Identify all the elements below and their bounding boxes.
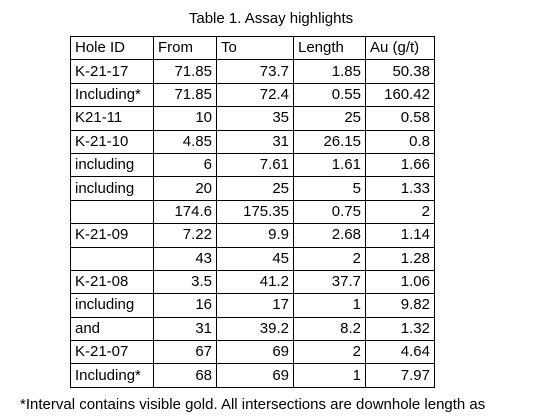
table-row: including 16 17 1 9.82 [70, 293, 435, 318]
to-cell: 31 [216, 129, 294, 154]
table-row: and 31 39.2 8.2 1.32 [70, 316, 435, 342]
hole-id-cell: including [70, 293, 154, 318]
header-hole-id: Hole ID [70, 35, 154, 61]
table-row: 43 45 2 1.28 [70, 246, 435, 271]
to-cell: 41.2 [216, 269, 294, 295]
footnote: *Interval contains visible gold. All int… [20, 396, 486, 413]
au-cell: 9.82 [365, 293, 435, 318]
to-cell: 7.61 [216, 152, 294, 178]
to-cell: 72.4 [216, 82, 294, 108]
hole-id-cell: Including* [70, 363, 154, 388]
length-cell: 25 [293, 106, 366, 131]
au-cell: 1.28 [365, 246, 435, 271]
au-cell: 1.66 [365, 152, 435, 178]
to-cell: 9.9 [216, 223, 294, 248]
header-length: Length [293, 35, 366, 61]
table-row: K-21-07 67 69 2 4.64 [70, 340, 435, 365]
au-cell: 1.33 [365, 176, 435, 201]
au-cell: 1.32 [365, 316, 435, 342]
length-cell: 1 [293, 293, 366, 318]
from-cell: 68 [153, 363, 217, 388]
table-row: 174.6 175.35 0.75 2 [70, 199, 435, 225]
from-cell: 71.85 [153, 82, 217, 108]
table-row: K21-11 10 35 25 0.58 [70, 106, 435, 131]
hole-id-cell: including [70, 152, 154, 178]
header-from: From [153, 35, 217, 61]
to-cell: 39.2 [216, 316, 294, 342]
hole-id-cell: K-21-08 [70, 269, 154, 295]
hole-id-cell: K-21-17 [70, 59, 154, 84]
table-caption: Table 1. Assay highlights [188, 10, 354, 27]
length-cell: 26.15 [293, 129, 366, 154]
length-cell: 0.55 [293, 82, 366, 108]
to-cell: 73.7 [216, 59, 294, 84]
from-cell: 31 [153, 316, 217, 342]
to-cell: 35 [216, 106, 294, 131]
to-cell: 17 [216, 293, 294, 318]
length-cell: 1.61 [293, 152, 366, 178]
hole-id-cell: K-21-07 [70, 340, 154, 365]
to-cell: 25 [216, 176, 294, 201]
from-cell: 4.85 [153, 129, 217, 154]
table-row: including 20 25 5 1.33 [70, 176, 435, 201]
length-cell: 5 [293, 176, 366, 201]
to-cell: 45 [216, 246, 294, 271]
to-cell: 69 [216, 340, 294, 365]
length-cell: 1.85 [293, 59, 366, 84]
header-au: Au (g/t) [365, 35, 435, 61]
hole-id-cell: and [70, 316, 154, 342]
length-cell: 0.75 [293, 199, 366, 225]
from-cell: 6 [153, 152, 217, 178]
au-cell: 2 [365, 199, 435, 225]
from-cell: 16 [153, 293, 217, 318]
au-cell: 0.8 [365, 129, 435, 154]
table-row: Including* 68 69 1 7.97 [70, 363, 435, 388]
length-cell: 37.7 [293, 269, 366, 295]
au-cell: 4.64 [365, 340, 435, 365]
header-to: To [216, 35, 294, 61]
table-row: Including* 71.85 72.4 0.55 160.42 [70, 82, 435, 108]
hole-id-cell [70, 246, 154, 271]
table-row: K-21-09 7.22 9.9 2.68 1.14 [70, 223, 435, 248]
au-cell: 1.06 [365, 269, 435, 295]
assay-table: Hole ID From To Length Au (g/t) K-21-17 7… [70, 35, 435, 388]
au-cell: 7.97 [365, 363, 435, 388]
from-cell: 174.6 [153, 199, 217, 225]
table-row: K-21-10 4.85 31 26.15 0.8 [70, 129, 435, 154]
from-cell: 20 [153, 176, 217, 201]
table-header-row: Hole ID From To Length Au (g/t) [70, 35, 435, 61]
table-body: K-21-17 71.85 73.7 1.85 50.38 Including* 71.85… [70, 59, 435, 388]
table-row: K-21-17 71.85 73.7 1.85 50.38 [70, 59, 435, 84]
au-cell: 160.42 [365, 82, 435, 108]
to-cell: 175.35 [216, 199, 294, 225]
from-cell: 10 [153, 106, 217, 131]
hole-id-cell: including [70, 176, 154, 201]
table-row: K-21-08 3.5 41.2 37.7 1.06 [70, 269, 435, 295]
length-cell: 8.2 [293, 316, 366, 342]
length-cell: 2 [293, 340, 366, 365]
table-row: including 6 7.61 1.61 1.66 [70, 152, 435, 178]
au-cell: 0.58 [365, 106, 435, 131]
length-cell: 2.68 [293, 223, 366, 248]
from-cell: 7.22 [153, 223, 217, 248]
from-cell: 3.5 [153, 269, 217, 295]
au-cell: 50.38 [365, 59, 435, 84]
hole-id-cell [70, 199, 154, 225]
to-cell: 69 [216, 363, 294, 388]
au-cell: 1.14 [365, 223, 435, 248]
length-cell: 1 [293, 363, 366, 388]
hole-id-cell: K-21-10 [70, 129, 154, 154]
length-cell: 2 [293, 246, 366, 271]
hole-id-cell: Including* [70, 82, 154, 108]
hole-id-cell: K21-11 [70, 106, 154, 131]
from-cell: 71.85 [153, 59, 217, 84]
from-cell: 67 [153, 340, 217, 365]
hole-id-cell: K-21-09 [70, 223, 154, 248]
from-cell: 43 [153, 246, 217, 271]
